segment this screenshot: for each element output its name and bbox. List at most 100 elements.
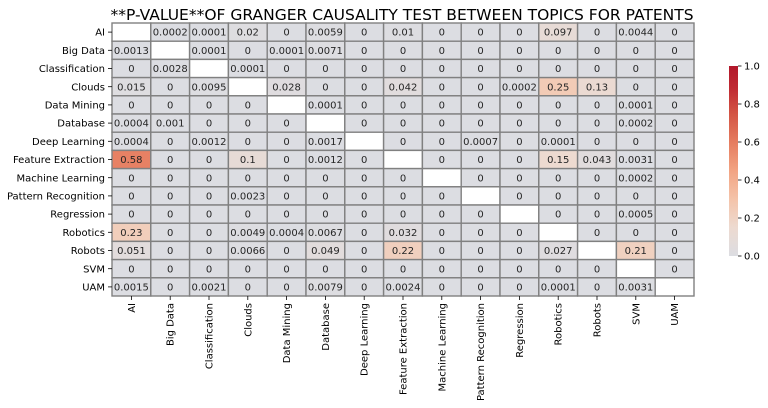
cell-value-label: 0	[516, 64, 522, 75]
cell-value-label: 0	[206, 101, 212, 112]
cell-value-label: 0.0095	[192, 82, 227, 93]
cell-value-label: 0.001	[156, 119, 185, 130]
colorbar-tick-label: 1.0	[744, 62, 760, 73]
cell-value-label: 0	[361, 64, 367, 75]
column-label: Regression	[515, 303, 526, 358]
cell-value-label: 0	[206, 228, 212, 239]
cell-value-label: 0	[167, 228, 173, 239]
cell-value-label: 0	[633, 82, 639, 93]
heatmap-cell-empty	[500, 205, 539, 223]
cell-value-label: 0.58	[120, 155, 142, 166]
cell-value-label: 0	[361, 228, 367, 239]
cell-value-label: 0	[516, 137, 522, 148]
cell-value-label: 0.0001	[269, 46, 304, 57]
cell-value-label: 0	[633, 46, 639, 57]
cell-value-label: 0.0031	[618, 155, 653, 166]
column-label: Classification	[205, 303, 216, 369]
row-label: UAM	[82, 283, 105, 294]
cell-value-label: 0	[167, 264, 173, 275]
cell-value-label: 0	[167, 246, 173, 257]
heatmap-cell-empty	[306, 114, 345, 132]
column-label: Clouds	[243, 303, 254, 337]
cell-value-label: 0	[516, 246, 522, 257]
cell-value-label: 0	[400, 173, 406, 184]
cell-value-label: 0	[516, 101, 522, 112]
cell-value-label: 0	[516, 264, 522, 275]
row-label: Robotics	[63, 228, 106, 239]
colorbar-tick-label: 0.8	[744, 100, 760, 111]
cell-value-label: 0	[594, 28, 600, 39]
cell-value-label: 0	[633, 137, 639, 148]
cell-value-label: 0	[167, 82, 173, 93]
row-label: Clouds	[71, 82, 105, 93]
cell-value-label: 0	[283, 246, 289, 257]
heatmap-cell-empty	[267, 96, 306, 114]
cell-value-label: 0	[439, 46, 445, 57]
row-label: Feature Extraction	[13, 155, 105, 166]
cell-value-label: 0.049	[311, 246, 340, 257]
cell-value-label: 0	[477, 64, 483, 75]
cell-value-label: 0	[671, 264, 677, 275]
cell-value-label: 0.1	[240, 155, 256, 166]
cell-value-label: 0.0028	[153, 64, 188, 75]
heatmap-cell-empty	[345, 132, 384, 150]
cell-value-label: 0	[439, 210, 445, 221]
heatmap-cell-empty	[461, 187, 500, 205]
cell-value-label: 0	[439, 64, 445, 75]
cell-value-label: 0.01	[392, 28, 414, 39]
cell-value-label: 0.0059	[308, 28, 343, 39]
cell-value-label: 0	[555, 101, 561, 112]
row-label: Big Data	[62, 46, 105, 57]
cell-value-label: 0.13	[586, 82, 608, 93]
row-label: Machine Learning	[17, 173, 105, 184]
cell-value-label: 0	[671, 210, 677, 221]
column-labels: AIBig DataClassificationCloudsData Minin…	[127, 296, 681, 401]
cell-value-label: 0	[400, 137, 406, 148]
cell-value-label: 0	[594, 137, 600, 148]
cell-value-label: 0	[439, 28, 445, 39]
cell-value-label: 0	[516, 192, 522, 203]
cell-value-label: 0	[245, 173, 251, 184]
cell-value-label: 0	[322, 173, 328, 184]
heatmap-cell-empty	[384, 150, 423, 168]
cell-value-label: 0	[439, 155, 445, 166]
row-label: Pattern Recognition	[7, 192, 105, 203]
cell-value-label: 0	[206, 173, 212, 184]
cell-value-label: 0	[206, 192, 212, 203]
cell-value-label: 0	[671, 82, 677, 93]
cell-value-label: 0.0007	[463, 137, 498, 148]
cell-value-label: 0	[594, 210, 600, 221]
cell-value-label: 0	[439, 82, 445, 93]
colorbar-tick-label: 0.0	[744, 252, 760, 263]
cell-value-label: 0	[477, 210, 483, 221]
cell-value-label: 0.0001	[541, 137, 576, 148]
cell-value-label: 0	[594, 228, 600, 239]
cell-value-label: 0	[671, 28, 677, 39]
cell-value-label: 0.027	[544, 246, 573, 257]
cell-value-label: 0.0049	[230, 228, 265, 239]
cell-value-label: 0	[245, 210, 251, 221]
cell-value-label: 0.0001	[618, 101, 653, 112]
cell-value-label: 0	[516, 28, 522, 39]
cell-value-label: 0	[555, 119, 561, 130]
heatmap-cell-empty	[539, 223, 578, 241]
cell-value-label: 0.043	[583, 155, 612, 166]
cell-value-label: 0	[245, 137, 251, 148]
cell-value-label: 0.0044	[618, 28, 653, 39]
cell-value-label: 0	[439, 283, 445, 294]
cell-value-label: 0	[516, 283, 522, 294]
cell-value-label: 0	[671, 119, 677, 130]
cell-value-label: 0	[477, 283, 483, 294]
cell-value-label: 0.015	[117, 82, 146, 93]
cell-value-label: 0.0002	[618, 119, 653, 130]
cell-value-label: 0.0071	[308, 46, 343, 57]
row-label: Database	[57, 119, 105, 130]
cell-value-label: 0.21	[625, 246, 647, 257]
cell-value-label: 0	[594, 192, 600, 203]
cell-value-label: 0	[361, 28, 367, 39]
cell-value-label: 0	[283, 210, 289, 221]
column-label: Data Mining	[282, 303, 293, 363]
cell-value-label: 0	[361, 264, 367, 275]
cell-value-label: 0.0004	[269, 228, 304, 239]
